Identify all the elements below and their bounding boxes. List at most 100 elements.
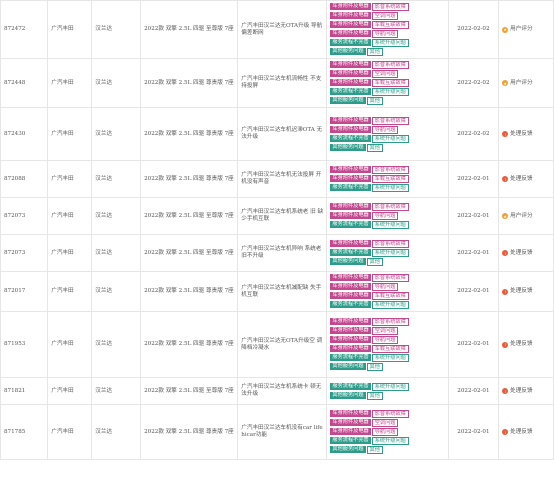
date-cell: 2022-02-01	[447, 197, 500, 235]
table-row[interactable]: 872430 广汽丰田 汉兰达 2022款 双擎 2.5L 四驱 尊贵版 7座 广汽丰田…	[0, 107, 554, 161]
status-label: 用户评分	[510, 26, 533, 32]
table-row[interactable]: 872073 广汽丰田 汉兰达 2022款 双擎 2.5L 四驱 至尊版 7座 广汽丰田…	[0, 197, 554, 235]
complaint-title[interactable]: 广汽丰田汉兰达无OTA升级 导航偏差断网	[237, 0, 328, 59]
tag-pair: 车身附件及电器 导航问题	[330, 125, 444, 134]
tag-pair: 车身附件及电器 车载互联故障	[330, 292, 444, 300]
status-badge[interactable]: ! 处理反馈	[502, 131, 550, 138]
category-tag: 服务流程不完善	[330, 88, 371, 95]
series-cell: 汉兰达	[91, 58, 141, 108]
category-tag: 服务流程不完善	[330, 354, 371, 361]
category-tag: 车身附件及电器	[330, 428, 371, 435]
category-tag: 车身附件及电器	[330, 70, 371, 77]
category-tag: 车身附件及电器	[330, 3, 371, 10]
tag-list: 车身附件及电器 影音系统故障 车身附件及电器 空调问题 车身附件及电器 车载互联故障 服务流…	[326, 58, 449, 108]
model-cell: 2022款 双擎 2.5L 四驱 尊贵版 7座	[139, 271, 239, 312]
complaint-title[interactable]: 广汽丰田汉兰达车机异响 系统老旧不升级	[237, 234, 328, 272]
subcategory-tag: 车载互联故障	[371, 175, 409, 183]
tag-pair: 车身附件及电器 影音系统故障	[330, 3, 444, 11]
complaint-id: 872448	[0, 58, 49, 108]
table-row[interactable]: 872088 广汽丰田 汉兰达 2022款 双擎 2.5L 四驱 尊贵版 7座 广汽丰田…	[0, 160, 554, 198]
complaint-title[interactable]: 广汽丰田汉兰达车机无法投屏 开机没有声音	[237, 160, 328, 198]
tag-pair: 车身附件及电器 影音系统故障	[330, 116, 444, 125]
status-badge[interactable]: ! 处理反馈	[502, 250, 550, 257]
subcategory-tag: 系统升级问题	[371, 88, 409, 96]
subcategory-tag: 影音系统故障	[371, 203, 409, 211]
category-tag: 其他服务问题	[330, 258, 366, 265]
category-tag: 车身附件及电器	[330, 61, 371, 68]
complaint-table-body: 872472 广汽丰田 汉兰达 2022款 双擎 2.5L 四驱 至尊版 7座 广汽丰田…	[0, 0, 554, 460]
status-badge[interactable]: ★ 用户评分	[502, 26, 550, 33]
status-label: 处理反馈	[510, 249, 533, 256]
table-row[interactable]: 872073 广汽丰田 汉兰达 2022款 双擎 2.5L 四驱 至尊版 7座 广汽丰田…	[0, 234, 554, 272]
model-cell: 2022款 双擎 2.5L 四驱 尊贵版 7座	[139, 404, 239, 460]
tag-list: 车身附件及电器 影音系统故障 车身附件及电器 空调问题 车身附件及电器 导航问题 车身附件及…	[326, 311, 449, 378]
table-row[interactable]: 871953 广汽丰田 汉兰达 2022款 双擎 2.5L 四驱 尊贵版 7座 广汽丰田…	[0, 311, 554, 378]
status-badge[interactable]: ★ 用户评分	[502, 80, 550, 87]
subcategory-tag: 导航问题	[371, 428, 399, 436]
table-row[interactable]: 872472 广汽丰田 汉兰达 2022款 双擎 2.5L 四驱 至尊版 7座 广汽丰田…	[0, 0, 554, 59]
tag-pair: 其他服务问题 其他	[330, 363, 444, 371]
category-tag: 其他服务问题	[330, 48, 366, 55]
category-tag: 车身附件及电器	[330, 410, 371, 417]
complaint-title[interactable]: 广汽丰田汉兰达车机流畅性 不支持投屏	[237, 58, 328, 108]
complaint-title[interactable]: 广汽丰田汉兰达车机系统老 旧 缺少手机互联	[237, 197, 328, 235]
status-cell: ! 处理反馈	[498, 107, 554, 161]
status-badge[interactable]: ★ 用户评分	[502, 213, 550, 220]
category-tag: 车身附件及电器	[330, 125, 371, 133]
tag-list: 车身附件及电器 影音系统故障 车身附件及电器 导航问题 服务流程不完善 系统升级问题	[326, 197, 449, 235]
date-cell: 2022-02-01	[447, 234, 500, 272]
subcategory-tag: 系统升级问题	[371, 39, 409, 47]
status-cell: ★ 用户评分	[498, 58, 554, 108]
status-badge[interactable]: ! 处理反馈	[502, 176, 550, 183]
subcategory-tag: 影音系统故障	[371, 274, 409, 282]
complaint-id: 871821	[0, 377, 49, 405]
subcategory-tag: 空调问题	[371, 12, 399, 20]
subcategory-tag: 车载互联故障	[371, 79, 409, 87]
subcategory-tag: 影音系统故障	[371, 61, 409, 69]
alert-icon: !	[502, 341, 509, 348]
table-row[interactable]: 871785 广汽丰田 汉兰达 2022款 双擎 2.5L 四驱 尊贵版 7座 广汽丰田…	[0, 404, 554, 460]
table-row[interactable]: 871821 广汽丰田 汉兰达 2022款 双擎 2.5L 四驱 至尊版 7座 广汽丰田…	[0, 377, 554, 405]
tag-pair: 车身附件及电器 空调问题	[330, 70, 444, 78]
category-tag: 车身附件及电器	[330, 345, 371, 352]
status-label: 处理反馈	[510, 341, 533, 347]
status-cell: ! 处理反馈	[498, 234, 554, 272]
subcategory-tag: 车载互联故障	[371, 345, 409, 353]
complaint-title[interactable]: 广汽丰田汉兰达车机系统卡 顿无法升级	[237, 377, 328, 405]
tag-pair: 服务流程不完善 系统升级问题	[330, 39, 444, 47]
tag-pair: 其他服务问题 其他	[330, 48, 444, 56]
status-badge[interactable]: ! 处理反馈	[502, 288, 550, 295]
category-tag: 服务流程不完善	[330, 437, 371, 444]
subcategory-tag: 系统升级问题	[371, 221, 409, 229]
complaint-id: 872073	[0, 197, 49, 235]
tag-pair: 其他服务问题 其他	[330, 391, 444, 400]
brand-cell: 广汽丰田	[47, 234, 93, 272]
tag-pair: 其他服务问题 其他	[330, 446, 444, 454]
status-label: 处理反馈	[510, 175, 533, 182]
status-badge[interactable]: ! 处理反馈	[502, 429, 550, 436]
alert-icon: !	[502, 176, 509, 182]
complaint-title[interactable]: 广汽丰田汉兰达车机没有car life hicar功能	[237, 404, 328, 460]
status-cell: ! 处理反馈	[498, 377, 554, 405]
complaint-title[interactable]: 广汽丰田汉兰达无OTA升级空 调降档冷凝水	[237, 311, 328, 378]
table-row[interactable]: 872448 广汽丰田 汉兰达 2022款 双擎 2.5L 四驱 尊贵版 7座 广汽丰田…	[0, 58, 554, 108]
status-label: 用户评分	[510, 212, 533, 219]
complaint-id: 872073	[0, 234, 49, 272]
complaint-id: 872430	[0, 107, 49, 161]
status-label: 用户评分	[510, 79, 533, 86]
complaint-title[interactable]: 广汽丰田汉兰达车机迟滞OTA 无法升级	[237, 107, 328, 161]
tag-pair: 服务流程不完善 系统升级问题	[330, 221, 444, 229]
complaint-title[interactable]: 广汽丰田汉兰达车机减配缺 失手机互联	[237, 271, 328, 312]
tag-pair: 车身附件及电器 车载互联故障	[330, 345, 444, 353]
category-tag: 车身附件及电器	[330, 240, 371, 247]
category-tag: 车身附件及电器	[330, 283, 371, 290]
table-row[interactable]: 872017 广汽丰田 汉兰达 2022款 双擎 2.5L 四驱 尊贵版 7座 广汽丰田…	[0, 271, 554, 312]
tag-pair: 服务流程不完善 系统升级问题	[330, 382, 444, 391]
tag-pair: 车身附件及电器 影音系统故障	[330, 318, 444, 326]
status-badge[interactable]: ! 处理反馈	[502, 388, 550, 395]
subcategory-tag: 其他	[366, 446, 383, 454]
status-label: 处理反馈	[510, 130, 533, 137]
category-tag: 车身附件及电器	[330, 166, 371, 173]
tag-list: 服务流程不完善 系统升级问题 其他服务问题 其他	[326, 377, 449, 405]
status-badge[interactable]: ! 处理反馈	[502, 341, 550, 348]
